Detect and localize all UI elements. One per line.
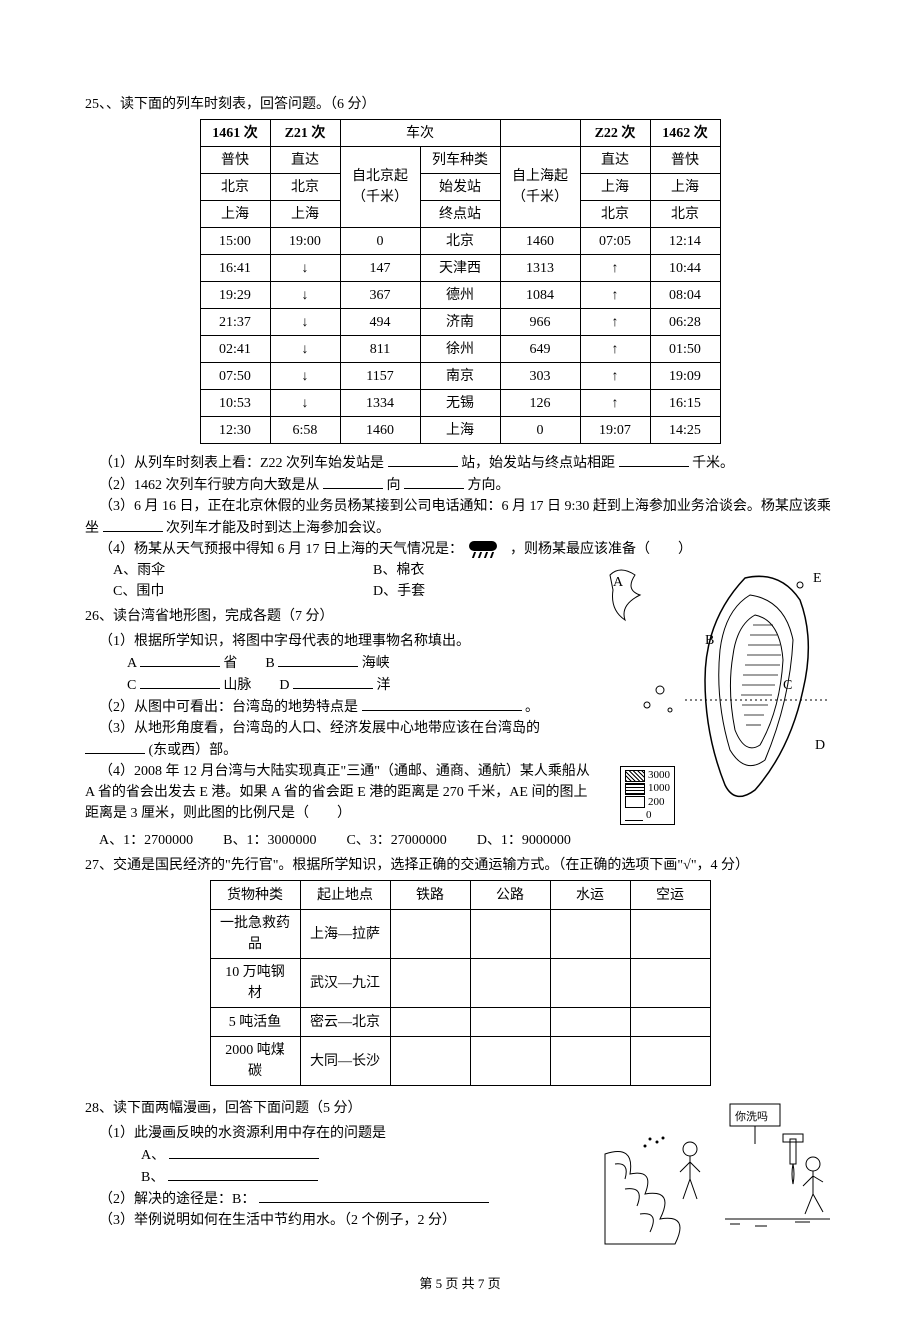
q26-opt-b[interactable]: B、1：3000000 [223,830,316,851]
blank[interactable] [259,1188,489,1203]
blank[interactable] [388,452,458,467]
text: C [127,678,136,693]
blank[interactable] [323,474,383,489]
text: 1000 [648,782,670,795]
map-legend: 3000 1000 200 0 [620,766,675,825]
q26-scale-options: A、1：2700000 B、1：3000000 C、3：27000000 D、1… [99,830,835,851]
text: 页 [484,1276,500,1291]
q25-sub3: （3）6 月 16 日，正在北京休假的业务员杨某接到公司电话通知：6 月 17 … [85,496,835,539]
q28-sub3: （3）举例说明如何在生活中节约用水。（2 个例子，2 分） [85,1210,585,1231]
q25-sub1: （1）从列车时刻表上看：Z22 次列车始发站是 站，始发站与终点站相距 千米。 [85,452,835,474]
blank[interactable] [169,1144,319,1159]
blank[interactable] [362,696,522,711]
blank[interactable] [140,652,220,667]
text: 3000 [648,769,670,782]
q25-opt-d[interactable]: D、手套 [373,581,425,602]
q26-opt-d[interactable]: D、1：9000000 [477,830,571,851]
q26-sub3: （3）从地形角度看，台湾岛的人口、经济发展中心地带应该在台湾岛的 (东或西）部。 [85,718,595,761]
blank[interactable] [168,1166,318,1181]
blank[interactable] [404,474,464,489]
q26-opt-a[interactable]: A、1：2700000 [99,830,193,851]
text: 次列车才能及时到达上海参加会议。 [166,521,390,536]
q28-a: A、 [141,1144,585,1166]
text: 省 B [223,656,274,671]
svg-text:你洗吗: 你洗吗 [735,1110,768,1123]
q26-sub1: （1）根据所学知识，将图中字母代表的地理事物名称填出。 [85,631,595,652]
q28-sub2: （2）解决的途径是：B： [85,1188,585,1210]
map-label-e: E [813,568,822,589]
cartoon-image: 你洗吗 [595,1094,835,1254]
blank[interactable] [619,452,689,467]
q28-sub1: （1）此漫画反映的水资源利用中存在的问题是 [85,1123,585,1144]
q26-title: 26、读台湾省地形图，完成各题（7 分） [85,606,595,627]
text: （1）从列车时刻表上看：Z22 次列车始发站是 [99,456,384,471]
text: 第 [419,1276,435,1291]
q25-opt-b[interactable]: B、棉衣 [373,560,424,581]
text: A [127,656,136,671]
q25-title: 25、、读下面的列车时刻表，回答问题。（6 分） [85,94,835,115]
text: 0 [646,809,652,822]
text: 。 [525,700,539,715]
text: 洋 [376,678,390,693]
q26-sub4: （4）2008 年 12 月台湾与大陆实现真正"三通"（通邮、通商、通航）某人乘… [85,761,595,824]
text: 站，始发站与终点站相距 [461,456,615,471]
map-label-a: A [613,572,623,593]
map-label-b: B [705,630,714,651]
blank[interactable] [278,652,358,667]
q26-fill-ab: A 省 B 海峡 [127,652,595,674]
text: ，则杨某最应该准备（ ） [510,542,692,557]
q25-opt-c[interactable]: C、围巾 [113,581,373,602]
text: 200 [648,796,665,809]
train-timetable: 1461 次Z21 次车次Z22 次1462 次普快直达自北京起（千米）列车种类… [200,119,721,444]
q27-title: 27、交通是国民经济的"先行官"。根据所学知识，选择正确的交通运输方式。（在正确… [85,855,835,876]
taiwan-map: A B C D E 3000 1000 200 0 [605,560,835,830]
q25-sub4: （4）杨某从天气预报中得知 6 月 17 日上海的天气情况是： ，则杨某最应该准… [85,539,835,560]
q28-b: B、 [141,1166,585,1188]
blank[interactable] [103,517,163,532]
weather-rain-icon [467,541,507,559]
text: 海峡 [362,656,390,671]
text: 页 共 [442,1276,478,1291]
q28-title: 28、读下面两幅漫画，回答下面问题（5 分） [85,1098,585,1119]
text: （3）从地形角度看，台湾岛的人口、经济发展中心地带应该在台湾岛的 [99,721,540,736]
text: 山脉 D [223,678,289,693]
q26-opt-c[interactable]: C、3：27000000 [346,830,446,851]
text: 向 [387,478,401,493]
blank[interactable] [85,739,145,754]
blank[interactable] [293,674,373,689]
q25-sub2: （2）1462 次列车行驶方向大致是从 向 方向。 [85,474,835,496]
text: (东或西）部。 [149,743,238,758]
map-label-c: C [783,675,792,696]
blank[interactable] [140,674,220,689]
q25-opt-a[interactable]: A、雨伞 [113,560,373,581]
text: 千米。 [692,456,734,471]
text: （4）杨某从天气预报中得知 6 月 17 日上海的天气情况是： [99,542,463,557]
cargo-table: 货物种类起止地点铁路公路水运空运一批急救药品上海—拉萨10 万吨钢材武汉—九江5… [210,880,711,1086]
q26-fill-cd: C 山脉 D 洋 [127,674,595,696]
text: B、 [141,1170,164,1185]
text: （2）解决的途径是：B： [99,1192,255,1207]
text: （2）从图中可看出：台湾岛的地势特点是 [99,700,358,715]
text: A、 [141,1148,165,1163]
page-footer: 第 5 页 共 7 页 [85,1274,835,1294]
map-label-d: D [815,735,825,756]
text: （2）1462 次列车行驶方向大致是从 [99,478,320,493]
text: 方向。 [468,478,510,493]
q26-sub2: （2）从图中可看出：台湾岛的地势特点是 。 [85,696,595,718]
